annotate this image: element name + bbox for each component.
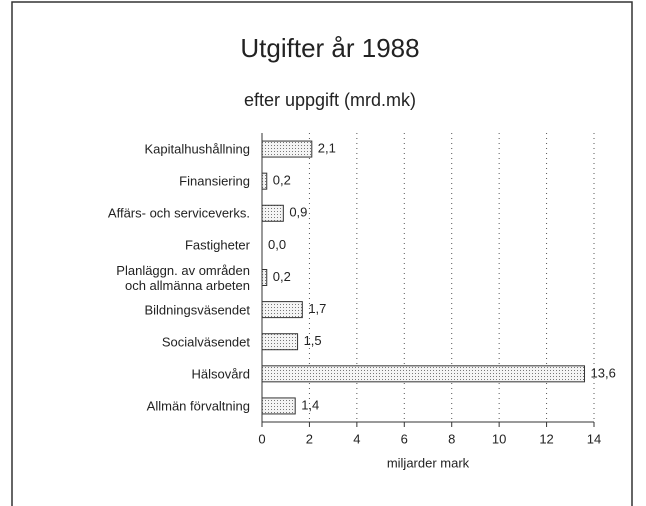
bar <box>261 397 296 415</box>
value-label: 13,6 <box>591 365 616 380</box>
x-tick-label: 6 <box>401 431 408 446</box>
x-axis-label: miljarder mark <box>387 455 470 470</box>
bar <box>261 333 299 351</box>
value-label: 2,1 <box>318 140 336 155</box>
bar <box>261 365 586 383</box>
value-label: 1,5 <box>304 333 322 348</box>
y-tick-label: Allmän förvaltning <box>146 398 250 414</box>
x-tick-label: 12 <box>539 431 553 446</box>
value-label: 0,9 <box>289 205 307 220</box>
value-label: 0,0 <box>268 237 286 252</box>
bar <box>261 172 268 190</box>
y-tick-label: Hälsovård <box>191 366 250 382</box>
x-tick-label: 2 <box>306 431 313 446</box>
value-label: 0,2 <box>273 269 291 284</box>
bar <box>261 301 303 319</box>
y-tick-label: Bildningsväsendet <box>144 302 250 318</box>
y-tick-label: Socialväsendet <box>161 334 250 350</box>
value-label: 1,7 <box>308 301 326 316</box>
chart-subtitle: efter uppgift (mrd.mk) <box>244 90 416 110</box>
y-tick-label: Kapitalhushållning <box>144 141 250 157</box>
chart-title: Utgifter år 1988 <box>240 33 419 63</box>
bar <box>261 269 268 286</box>
x-tick-label: 14 <box>587 431 601 446</box>
value-label: 0,2 <box>273 173 291 188</box>
x-tick-label: 0 <box>258 431 265 446</box>
y-tick-label: Finansiering <box>179 173 250 189</box>
value-label: 1,4 <box>301 397 319 412</box>
y-tick-label: Fastigheter <box>184 237 250 253</box>
frame <box>11 1 633 506</box>
y-tick-label: Planläggn. av områden och allmänna arbet… <box>116 262 250 293</box>
bar <box>261 204 284 222</box>
x-tick-label: 4 <box>353 431 360 446</box>
x-tick-label: 8 <box>448 431 455 446</box>
bar <box>261 140 313 158</box>
y-tick-label: Affärs- och serviceverks. <box>107 205 250 221</box>
x-tick-label: 10 <box>492 431 506 446</box>
